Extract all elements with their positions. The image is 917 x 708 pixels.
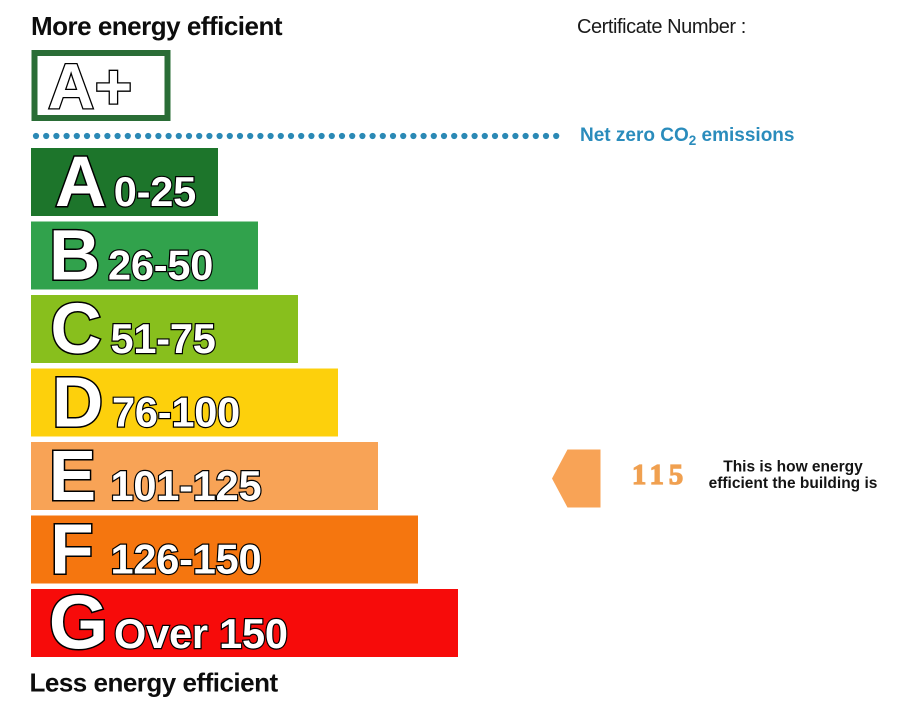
svg-text:More energy efficient: More energy efficient [31, 11, 283, 41]
svg-text:efficient the building is: efficient the building is [709, 475, 878, 492]
svg-text:B: B [49, 217, 100, 296]
svg-text:Certificate Number :: Certificate Number : [577, 16, 746, 38]
svg-text:Over 150: Over 150 [114, 610, 288, 657]
svg-text:A: A [55, 143, 106, 222]
svg-text:76-100: 76-100 [112, 389, 240, 436]
svg-text:A+: A+ [48, 51, 133, 123]
svg-text:Net zero CO2 emissions: Net zero CO2 emissions [580, 125, 794, 148]
svg-text:F: F [50, 511, 93, 590]
svg-text:101-125: 101-125 [111, 462, 262, 509]
svg-text:C: C [50, 290, 101, 369]
svg-text:0-25: 0-25 [114, 168, 196, 215]
svg-text:51-75: 51-75 [111, 315, 216, 362]
svg-text:26-50: 26-50 [108, 242, 213, 289]
svg-text:This is how energy: This is how energy [723, 459, 863, 476]
svg-text:E: E [49, 437, 96, 516]
svg-text:Less energy efficient: Less energy efficient [30, 668, 279, 698]
svg-text:G: G [49, 581, 109, 666]
svg-text:126-150: 126-150 [111, 536, 262, 583]
svg-text:D: D [52, 364, 103, 443]
svg-text:115: 115 [632, 460, 688, 491]
